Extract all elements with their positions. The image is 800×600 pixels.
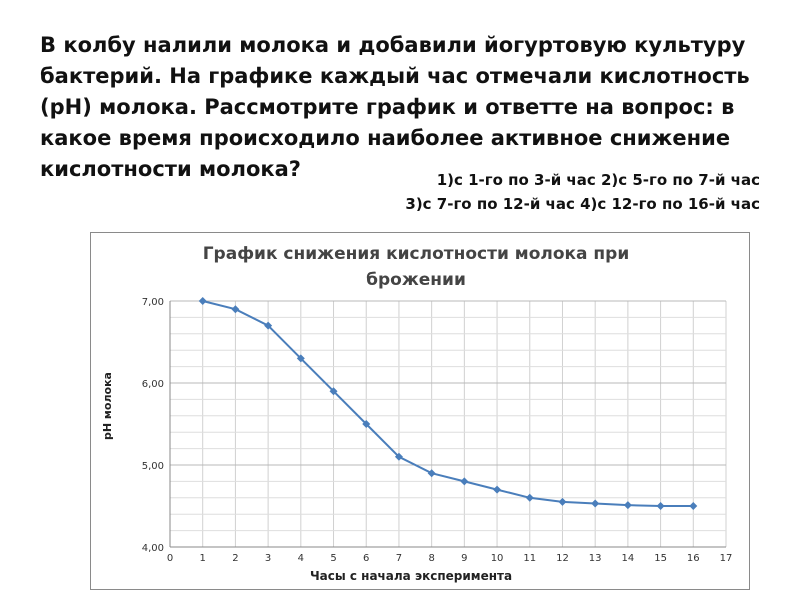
answer-options: 1)с 1-го по 3-й час 2)с 5-го по 7-й час … [290, 168, 760, 216]
y-tick-label: 6,00 [142, 379, 164, 390]
x-tick-label: 7 [396, 553, 402, 564]
x-tick-label: 10 [491, 553, 504, 564]
data-point [264, 321, 273, 330]
x-tick-label: 14 [622, 553, 635, 564]
data-point [394, 452, 403, 461]
chart-title: График снижения кислотности молока при б… [202, 244, 630, 290]
x-tick-label: 12 [556, 553, 569, 564]
answer-options-line-1: 1)с 1-го по 3-й час 2)с 5-го по 7-й час [436, 171, 760, 189]
y-axis-label: рН молока [101, 372, 114, 440]
x-tick-label: 16 [687, 553, 700, 564]
x-tick-label: 2 [232, 553, 238, 564]
data-point [591, 499, 600, 508]
x-tick-label: 11 [523, 553, 536, 564]
x-tick-label: 9 [461, 553, 467, 564]
x-tick-label: 4 [298, 553, 304, 564]
data-point [656, 502, 665, 510]
data-point [525, 493, 534, 502]
data-point [427, 469, 436, 478]
data-point [329, 387, 338, 396]
y-tick-label: 5,00 [142, 461, 164, 472]
x-tick-label: 15 [654, 553, 667, 564]
data-point [689, 502, 698, 510]
x-tick-label: 8 [428, 553, 434, 564]
x-tick-label: 1 [200, 553, 206, 564]
x-tick-label: 13 [589, 553, 602, 564]
data-point [296, 354, 305, 363]
x-tick-label: 17 [720, 553, 733, 564]
data-point [460, 477, 469, 486]
x-tick-label: 6 [363, 553, 369, 564]
data-point [558, 497, 567, 506]
data-point [198, 297, 207, 305]
x-tick-label: 3 [265, 553, 271, 564]
x-axis-label: Часы с начала эксперимента [309, 569, 513, 583]
data-point [362, 420, 371, 428]
x-tick-label: 5 [330, 553, 336, 564]
data-point [231, 305, 240, 314]
y-tick-label: 4,00 [142, 543, 164, 554]
series-line [202, 300, 694, 507]
chart-plot-svg: 0 1 2 3 4 5 6 7 8 9 10 11 12 13 14 15 16 174,005,006,007,… [142, 297, 733, 564]
data-point [493, 485, 502, 494]
x-tick-label: 0 [167, 553, 173, 564]
answer-options-line-2: 3)с 7-го по 12-й час 4)с 12-го по 16-й ч… [405, 195, 760, 213]
data-point [623, 501, 632, 510]
question-text: В колбу налили молока и добавили йогурто… [40, 33, 750, 181]
y-tick-label: 7,00 [142, 297, 164, 308]
chart: 0 1 2 3 4 5 6 7 8 9 10 11 12 13 14 15 16 17 4,00 5,00 6,00 7,… [90, 232, 750, 590]
